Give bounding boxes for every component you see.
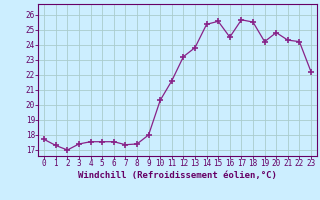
X-axis label: Windchill (Refroidissement éolien,°C): Windchill (Refroidissement éolien,°C) [78, 171, 277, 180]
